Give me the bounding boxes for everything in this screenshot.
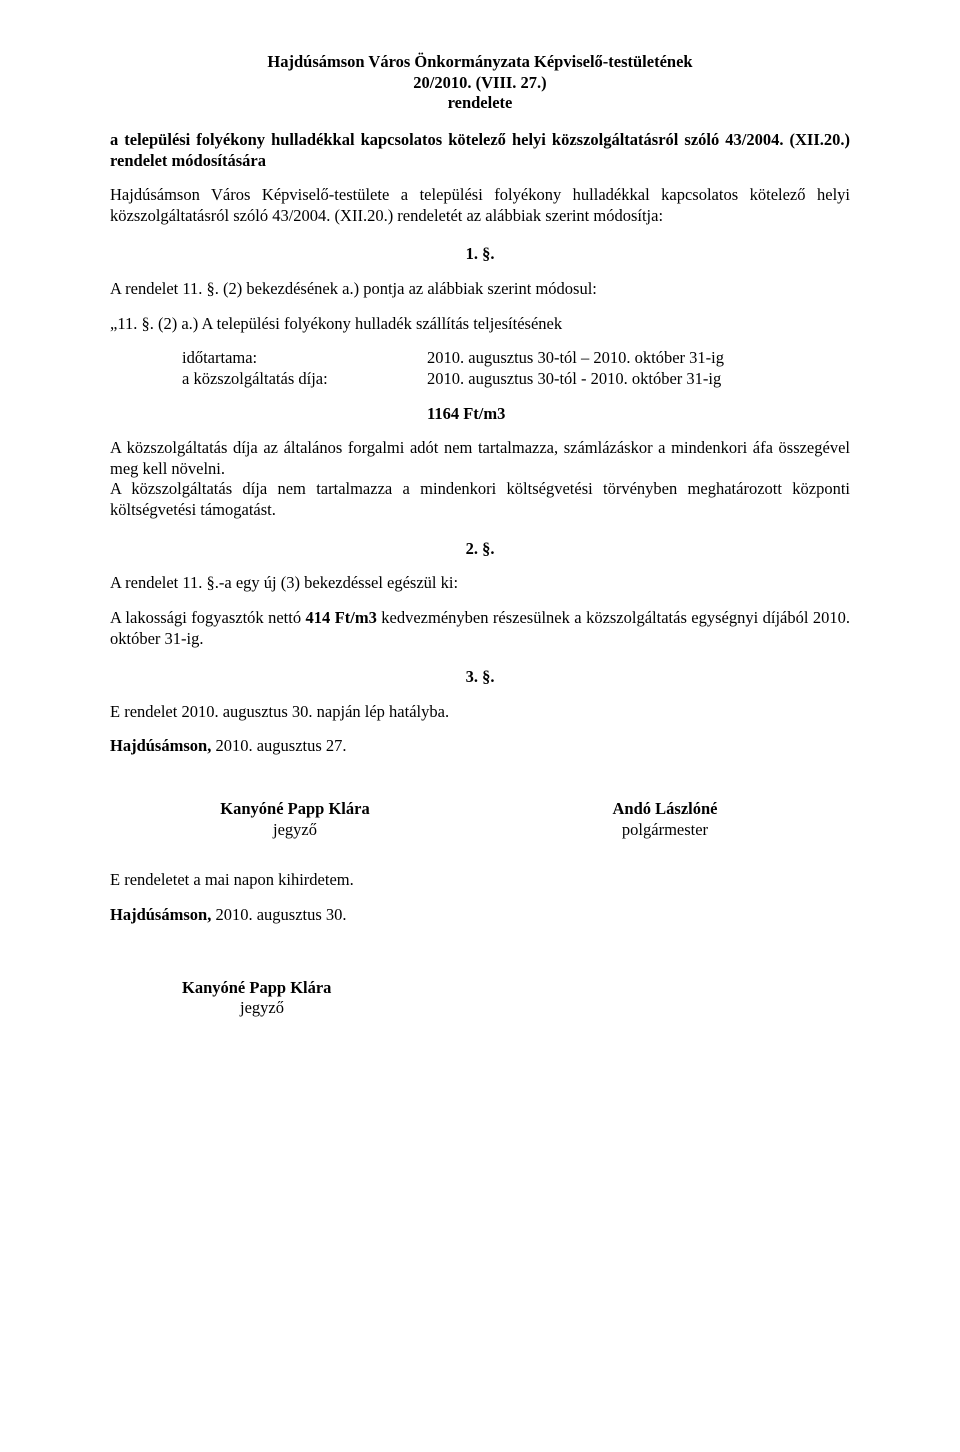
period-label-2: a közszolgáltatás díja: — [110, 369, 427, 390]
section-3-number: 3. §. — [110, 667, 850, 688]
signature-right-name: Andó Lászlóné — [480, 799, 850, 820]
intro-paragraph: Hajdúsámson Város Képviselő-testülete a … — [110, 185, 850, 226]
publication-line: E rendeletet a mai napon kihirdetem. — [110, 870, 850, 891]
period-label-1: időtartama: — [110, 348, 427, 369]
heading-line-2: 20/2010. (VIII. 27.) — [110, 73, 850, 94]
section-1-number: 1. §. — [110, 244, 850, 265]
place-date-2-value: 2010. augusztus 30. — [211, 905, 346, 924]
s2-text-a: A lakossági fogyasztók nettó — [110, 608, 306, 627]
section-1-quote: 11. §. (2) a.) A települési folyékony hu… — [110, 314, 850, 335]
price-line: 1164 Ft/m3 — [110, 404, 850, 425]
signature-left-title: jegyző — [110, 820, 480, 841]
afa-paragraph-1: A közszolgáltatás díja az általános forg… — [110, 438, 850, 479]
s2-amount: 414 Ft/m3 — [306, 608, 377, 627]
place-date-1: Hajdúsámson, 2010. augusztus 27. — [110, 736, 850, 757]
page-root: Hajdúsámson Város Önkormányzata Képvisel… — [0, 0, 960, 1452]
title-paragraph: a települési folyékony hulladékkal kapcs… — [110, 130, 850, 171]
period-value-1: 2010. augusztus 30-tól – 2010. október 3… — [427, 348, 850, 369]
place-date-2: Hajdúsámson, 2010. augusztus 30. — [110, 905, 850, 926]
section-3-line-1: E rendelet 2010. augusztus 30. napján lé… — [110, 702, 850, 723]
period-value-2: 2010. augusztus 30-tól - 2010. október 3… — [427, 369, 850, 390]
period-row-2: a közszolgáltatás díja: 2010. augusztus … — [110, 369, 850, 390]
signature-right: Andó Lászlóné polgármester — [480, 799, 850, 840]
signature-left: Kanyóné Papp Klára jegyző — [110, 799, 480, 840]
heading-line-3: rendelete — [110, 93, 850, 114]
signature-2-block: Kanyóné Papp Klára jegyző — [110, 978, 850, 1019]
section-2-line-1: A rendelet 11. §.-a egy új (3) bekezdéss… — [110, 573, 850, 594]
period-row-1: időtartama: 2010. augusztus 30-tól – 201… — [110, 348, 850, 369]
afa-paragraph-2: A közszolgáltatás díja nem tartalmazza a… — [110, 479, 850, 520]
signature-left-name: Kanyóné Papp Klára — [110, 799, 480, 820]
signature-2-name: Kanyóné Papp Klára — [110, 978, 850, 999]
heading-line-1: Hajdúsámson Város Önkormányzata Képvisel… — [110, 52, 850, 73]
signature-row: Kanyóné Papp Klára jegyző Andó Lászlóné … — [110, 799, 850, 840]
place-date-1-value: 2010. augusztus 27. — [211, 736, 346, 755]
place-date-2-prefix: Hajdúsámson, — [110, 905, 211, 924]
signature-2-title: jegyző — [110, 998, 850, 1019]
section-2-number: 2. §. — [110, 539, 850, 560]
place-date-1-prefix: Hajdúsámson, — [110, 736, 211, 755]
signature-right-title: polgármester — [480, 820, 850, 841]
section-2-paragraph: A lakossági fogyasztók nettó 414 Ft/m3 k… — [110, 608, 850, 649]
section-1-line-1: A rendelet 11. §. (2) bekezdésének a.) p… — [110, 279, 850, 300]
